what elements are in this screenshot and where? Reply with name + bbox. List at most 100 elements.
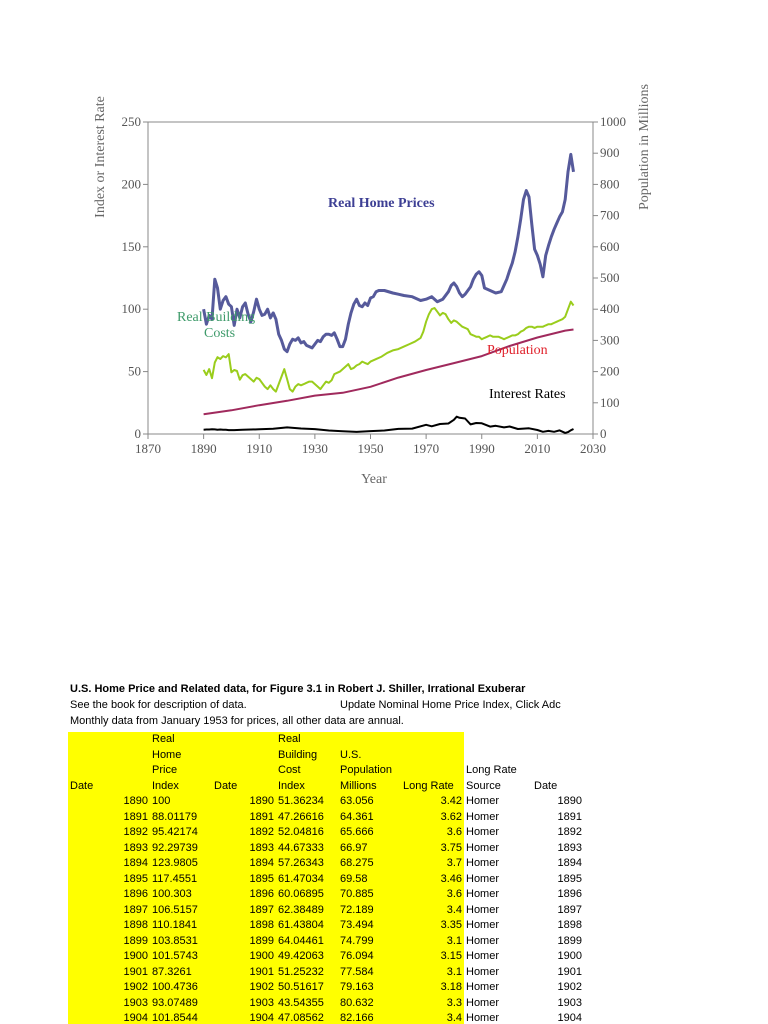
table-cell: 50.51617 [278, 981, 324, 993]
series-lines [202, 152, 575, 434]
spreadsheet: U.S. Home Price and Related data, for Fi… [68, 680, 593, 1024]
table-cell: 3.3 [446, 996, 462, 1009]
table-cell: 76.094 [340, 950, 374, 962]
table-cell: 1895 [249, 872, 274, 885]
table-cell: 44.67333 [278, 841, 324, 854]
table-cell: 61.43804 [278, 919, 324, 931]
table-cell: 110.1841 [152, 919, 198, 931]
header-cell: Date [70, 779, 94, 792]
table-cell: 3.42 [440, 795, 462, 807]
data-table: Real Real Home Building U.S. Price Cost Populat… [68, 732, 584, 1024]
table-row: 1891 88.01179 1891 47.26616 64.361 3.62 Homer 1… [68, 810, 584, 826]
left-tick-label: 100 [122, 301, 142, 316]
x-tick-label: 1950 [358, 441, 384, 456]
table-cell: 1897 [249, 903, 274, 916]
table-cell: 1891 [557, 810, 582, 823]
right-y-axis: 0 100 200 300 400 500 600 700 800 900 1000 [593, 114, 626, 441]
right-tick-label: 500 [600, 270, 620, 285]
header-row: Date Index Date Index Millions Long Rate Sourc… [68, 779, 584, 795]
table-cell: 52.04816 [278, 826, 324, 838]
table-cell: 1895 [123, 872, 148, 885]
table-row: 1899 103.8531 1899 64.04461 74.799 3.1 Homer 18… [68, 934, 584, 950]
right-tick-label: 800 [600, 176, 620, 191]
label-real-building-costs-line2: Costs [204, 326, 235, 341]
table-cell: 88.01179 [152, 810, 198, 823]
table-cell: Homer [466, 841, 500, 854]
x-tick-label: 1990 [469, 441, 495, 456]
table-cell: 1901 [557, 965, 582, 978]
table-row: 1895 117.4551 1895 61.47034 69.58 3.46 Homer 18… [68, 872, 584, 888]
right-tick-label: 900 [600, 145, 620, 160]
table-cell: 100 [152, 795, 171, 807]
table-cell: 1890 [123, 795, 148, 807]
header-cell: Date [534, 779, 558, 792]
table-cell: 1893 [557, 841, 582, 854]
header-row: Home Building U.S. [68, 748, 584, 764]
left-tick-label: 200 [122, 176, 142, 191]
right-tick-label: 700 [600, 208, 620, 223]
table-cell: 3.18 [440, 981, 462, 993]
x-tick-label: 1970 [413, 441, 439, 456]
table-cell: 1904 [123, 1012, 148, 1024]
right-tick-label: 400 [600, 301, 620, 316]
label-real-building-costs-line1: Real Building [177, 310, 255, 325]
real-building-costs-line [202, 300, 575, 393]
right-tick-label: 200 [600, 364, 620, 379]
table-cell: 51.36234 [278, 795, 324, 807]
table-cell: 80.632 [340, 996, 374, 1009]
header-cell [68, 748, 150, 764]
table-cell: 57.26343 [278, 857, 324, 869]
header-cell [526, 763, 584, 779]
header-cell: U.S. [340, 748, 362, 761]
header-row: Real Real [68, 732, 584, 748]
x-tick-label: 1930 [302, 441, 328, 456]
table-row: 1902 100.4736 1902 50.51617 79.163 3.18 Homer 1… [68, 980, 584, 996]
sheet-data-note: Monthly data from January 1953 for price… [70, 715, 404, 727]
table-cell: Homer [466, 981, 500, 993]
table-cell: 101.5743 [152, 950, 198, 962]
header-cell [401, 763, 464, 779]
table-cell: 1896 [123, 888, 148, 900]
table-cell: 1893 [123, 841, 148, 854]
table-row: 1893 92.29739 1893 44.67333 66.97 3.75 Homer 18… [68, 841, 584, 857]
table-cell: 3.4 [446, 903, 462, 916]
header-cell: Cost [278, 764, 301, 776]
table-cell: 66.97 [340, 841, 368, 854]
left-tick-label: 0 [135, 426, 142, 441]
table-cell: Homer [466, 826, 500, 838]
table-cell: 3.35 [440, 919, 462, 931]
x-axis-title: Year [361, 472, 387, 487]
x-tick-label: 1890 [191, 441, 217, 456]
header-cell [464, 732, 526, 748]
table-cell: 64.361 [340, 810, 374, 823]
right-tick-label: 0 [600, 426, 607, 441]
right-axis-title: Population in Millions [637, 84, 652, 210]
table-cell: 74.799 [340, 934, 374, 947]
table-cell: 1898 [557, 919, 582, 931]
table-cell: 103.8531 [152, 934, 198, 947]
sheet-update-note[interactable]: Update Nominal Home Price Index, Click A… [340, 699, 561, 711]
header-cell: Source [466, 779, 501, 792]
header-cell: Building [278, 748, 318, 761]
header-cell [401, 748, 464, 764]
sheet-description: See the book for description of data. [70, 699, 247, 711]
table-cell: 43.54355 [278, 996, 324, 1009]
interest-rates-line [203, 415, 574, 434]
header-cell [338, 732, 401, 748]
table-cell: 77.584 [340, 965, 374, 978]
table-cell: 1892 [557, 826, 582, 838]
table-cell: 1898 [249, 919, 274, 931]
table-cell: 1894 [249, 857, 274, 869]
table-cell: 1896 [249, 888, 274, 900]
table-cell: 1902 [557, 981, 582, 993]
table-row: 1892 95.42174 1892 52.04816 65.666 3.6 Homer 18… [68, 825, 584, 841]
table-cell: 1904 [557, 1012, 582, 1024]
header-cell [401, 732, 464, 748]
chart-area: 1870 1890 1910 1930 1950 1970 1990 2010 2030 0 50… [93, 84, 652, 487]
header-cell [526, 732, 584, 748]
header-cell: Index [152, 779, 179, 792]
table-cell: 1891 [249, 810, 274, 823]
table-row: 1898 110.1841 1898 61.43804 73.494 3.35 Homer 1… [68, 918, 584, 934]
header-cell: Long Rate [403, 779, 454, 792]
table-cell: 1903 [249, 996, 274, 1009]
